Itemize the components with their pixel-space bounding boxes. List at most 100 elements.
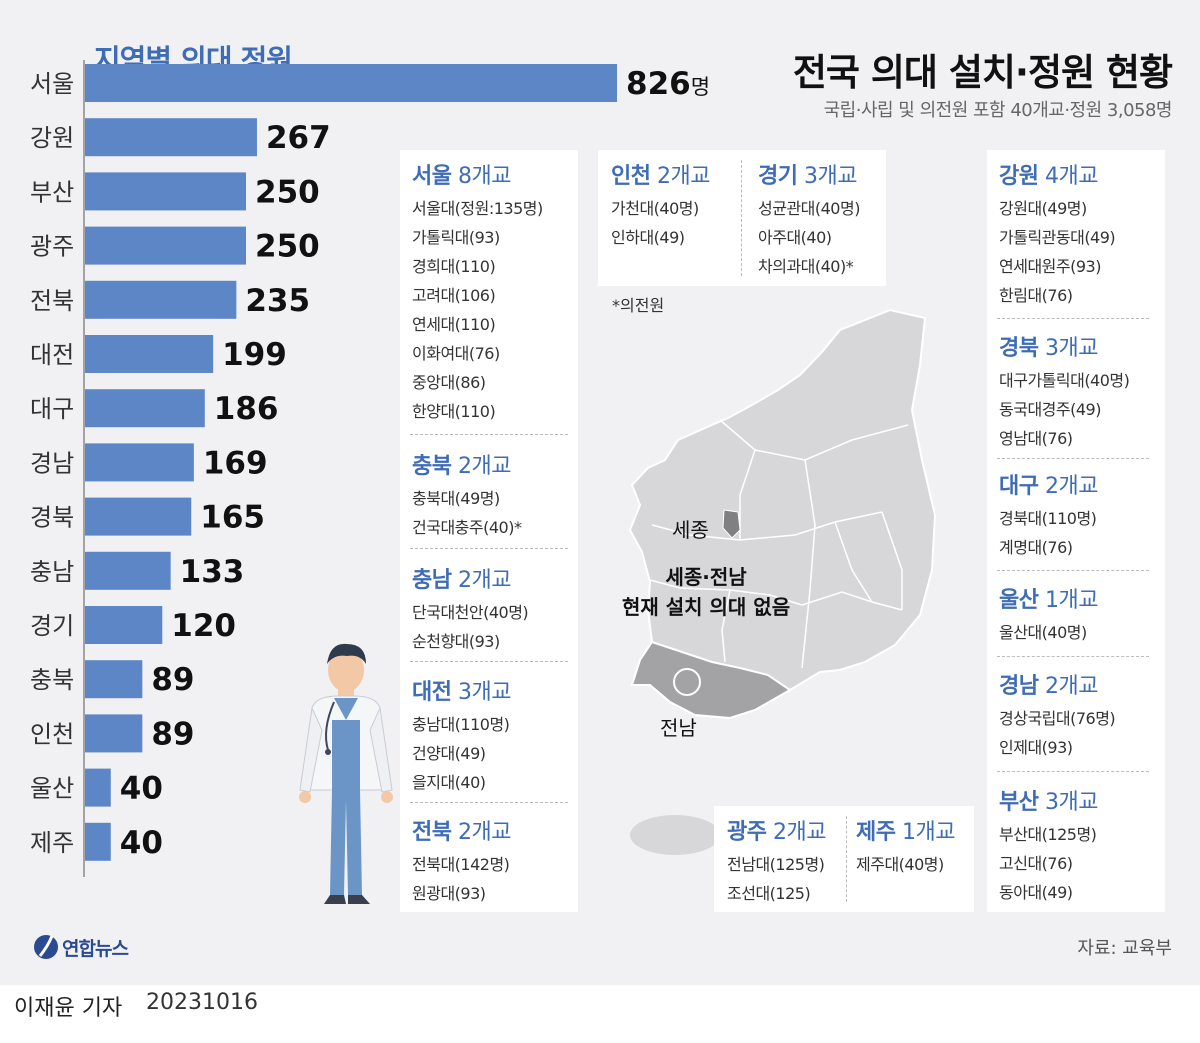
- map-province-borders: [649, 419, 909, 669]
- map-jeju: [630, 815, 720, 855]
- divider: [997, 570, 1149, 571]
- school-item: 경희대(110): [412, 257, 496, 276]
- card-incheon-gyeonggi: [598, 150, 886, 286]
- category-label: 경북: [30, 504, 74, 532]
- value-label: 40: [120, 771, 163, 807]
- school-item: 동아대(49): [999, 883, 1073, 902]
- section-gyeongbuk: 경북 3개교 대구가톨릭대(40명) 동국대경주(49) 영남대(76): [999, 330, 1130, 453]
- school-item: 한림대(76): [999, 286, 1073, 305]
- bar-경북: [85, 497, 192, 536]
- category-label: 제주: [30, 829, 74, 857]
- divider: [741, 160, 742, 276]
- divider: [997, 771, 1149, 772]
- map-note: 세종·전남 현재 설치 의대 없음: [622, 562, 790, 622]
- category-label: 경남: [30, 449, 74, 477]
- section-gyeonggi: 경기 3개교 성균관대(40명) 아주대(40) 차의과대(40)*: [758, 158, 860, 281]
- school-item: 가톨릭대(93): [412, 228, 500, 247]
- divider: [997, 318, 1149, 319]
- bar-광주: [85, 226, 247, 265]
- page-subtitle: 국립·사립 및 의전원 포함 40개교·정원 3,058명: [823, 100, 1173, 121]
- section-daejeon: 대전 3개교 충남대(110명) 건양대(49) 을지대(40): [412, 674, 511, 797]
- school-item: 대구가톨릭대(40명): [999, 371, 1130, 390]
- section-heading: 충남 2개교: [412, 568, 511, 593]
- value-label: 169: [203, 445, 268, 481]
- school-item: 원광대(93): [412, 884, 486, 903]
- note-medical-graduate-school: *의전원: [612, 296, 665, 315]
- school-item: 연세대(110): [412, 315, 496, 334]
- category-label: 경기: [30, 612, 74, 640]
- map-gwangju-ring: [673, 668, 701, 696]
- section-chungbuk: 충북 2개교 충북대(49명) 건국대충주(40)*: [412, 448, 522, 542]
- section-incheon: 인천 2개교 가천대(40명) 인하대(49): [611, 158, 710, 252]
- card-gwangju-jeju: [714, 806, 974, 912]
- school-item: 영남대(76): [999, 429, 1073, 448]
- school-item: 단국대천안(40명): [412, 603, 529, 622]
- school-item: 부산대(125명): [999, 825, 1097, 844]
- map-note-line-2: 현재 설치 의대 없음: [622, 595, 791, 619]
- section-seoul: 서울 8개교 서울대(정원:135명) 가톨릭대(93) 경희대(110) 고려대(1…: [412, 158, 543, 426]
- section-heading: 경기 3개교: [758, 164, 857, 189]
- school-item: 인하대(49): [611, 228, 685, 247]
- bar-대전: [85, 335, 214, 373]
- school-item: 동국대경주(49): [999, 400, 1101, 419]
- section-busan: 부산 3개교 부산대(125명) 고신대(76) 동아대(49): [999, 784, 1098, 907]
- map-jeonnam: [630, 640, 792, 720]
- source-credit: 자료: 교육부: [1077, 938, 1172, 959]
- section-heading: 경북 3개교: [999, 336, 1098, 361]
- map-island: [880, 401, 890, 409]
- category-label: 대구: [30, 395, 74, 423]
- bar-경기: [85, 606, 163, 644]
- section-heading: 충북 2개교: [412, 454, 511, 479]
- category-label: 부산: [30, 178, 74, 206]
- school-item: 전북대(142명): [412, 855, 510, 874]
- section-heading: 서울 8개교: [412, 164, 511, 189]
- category-label: 서울: [30, 70, 74, 98]
- school-item: 차의과대(40)*: [758, 257, 854, 276]
- section-gangwon: 강원 4개교 강원대(49명) 가톨릭관동대(49) 연세대원주(93) 한림대(76…: [999, 158, 1116, 310]
- school-item: 계명대(76): [999, 538, 1073, 557]
- section-jeonbuk: 전북 2개교 전북대(142명) 원광대(93): [412, 814, 511, 908]
- map-note-line-1: 세종·전남: [665, 565, 747, 589]
- bar-대구: [85, 389, 205, 428]
- divider: [410, 802, 568, 803]
- bar-제주: [85, 822, 111, 861]
- infographic-canvas: 지역별 의대 정원 서울 826명 강원 267 부산 250 광주 250 전북 235 대전 19…: [0, 0, 1200, 985]
- section-heading: 부산 3개교: [999, 790, 1098, 815]
- map-label-sejong: 세종: [672, 518, 709, 542]
- value-label: 120: [171, 608, 236, 644]
- school-item: 건양대(49): [412, 744, 486, 763]
- section-heading: 인천 2개교: [611, 164, 710, 189]
- school-item: 인제대(93): [999, 738, 1073, 757]
- section-heading: 강원 4개교: [999, 164, 1098, 189]
- school-item: 제주대(40명): [856, 855, 944, 874]
- bar-강원: [85, 118, 257, 157]
- section-jeju: 제주 1개교 제주대(40명): [856, 814, 955, 879]
- divider: [846, 816, 847, 902]
- school-item: 경북대(110명): [999, 509, 1097, 528]
- category-label: 울산: [30, 775, 74, 803]
- section-heading: 대전 3개교: [412, 680, 511, 705]
- divider: [410, 661, 568, 662]
- school-item: 을지대(40): [412, 773, 486, 792]
- map-sejong: [722, 509, 741, 539]
- school-item: 가톨릭관동대(49): [999, 228, 1116, 247]
- bar-인천: [85, 714, 143, 753]
- school-item: 건국대충주(40)*: [412, 518, 522, 537]
- divider: [997, 458, 1149, 459]
- school-item: 울산대(40명): [999, 623, 1087, 642]
- logo-text: 연합뉴스: [62, 938, 129, 960]
- school-item: 충남대(110명): [412, 715, 510, 734]
- school-item: 고려대(106): [412, 286, 496, 305]
- value-label: 89: [151, 716, 194, 752]
- value-label: 267: [266, 120, 331, 156]
- section-heading: 울산 1개교: [999, 588, 1098, 613]
- school-item: 충북대(49명): [412, 489, 500, 508]
- category-label: 충남: [30, 558, 74, 586]
- value-label: 186: [214, 391, 279, 427]
- page-title: 전국 의대 설치·정원 현황: [792, 51, 1173, 94]
- bar-울산: [85, 768, 111, 807]
- school-item: 이화여대(76): [412, 344, 500, 363]
- school-item: 가천대(40명): [611, 199, 699, 218]
- category-label: 충북: [30, 666, 74, 694]
